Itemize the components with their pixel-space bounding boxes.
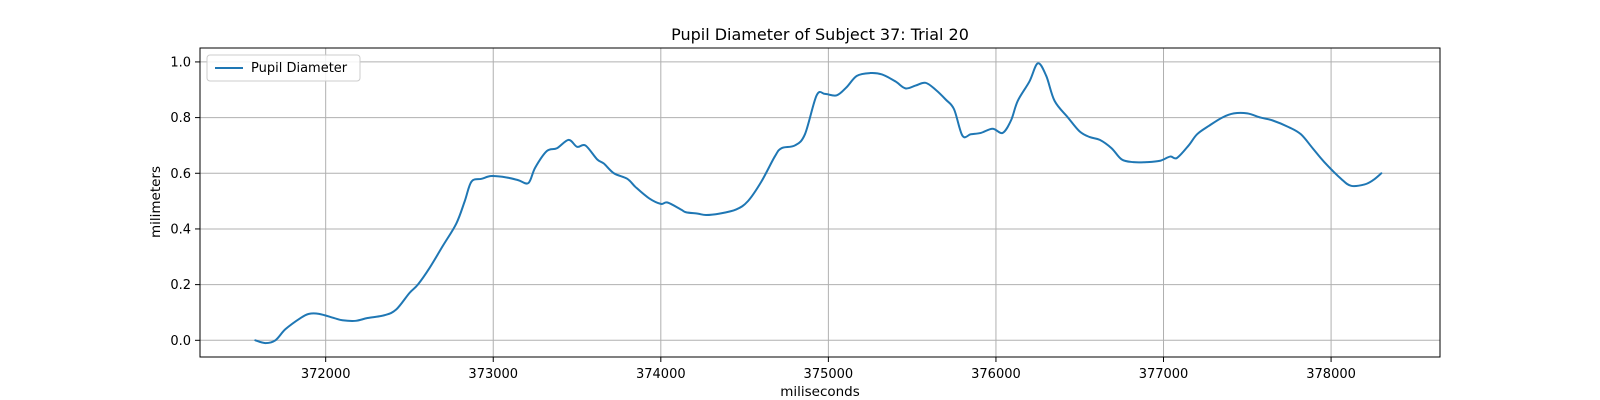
x-tick-label: 374000: [636, 367, 686, 382]
legend: Pupil Diameter: [206, 54, 361, 82]
legend-box: [206, 54, 361, 82]
y-tick-label: 0.6: [170, 167, 191, 182]
y-axis-label: milimeters: [148, 166, 164, 238]
y-tick-label: 0.0: [170, 334, 191, 349]
series-layer: [254, 62, 1383, 345]
series-line-pupil-diameter: [254, 62, 1383, 345]
x-tick-label: 378000: [1306, 367, 1356, 382]
x-tick-label: 375000: [804, 367, 854, 382]
plot-frame: [199, 47, 1441, 358]
x-tick-label: 377000: [1139, 367, 1189, 382]
x-axis-label: miliseconds: [780, 384, 860, 400]
legend-label: Pupil Diameter: [251, 61, 348, 76]
chart-title: Pupil Diameter of Subject 37: Trial 20: [671, 25, 969, 44]
y-tick-label: 0.2: [170, 278, 191, 293]
x-tick-label: 373000: [468, 367, 518, 382]
grid: [200, 48, 1440, 357]
ticks: 372000 373000 374000 375000 376000 377000 3780…: [170, 55, 1356, 382]
x-tick-label: 372000: [301, 367, 351, 382]
x-tick-label: 376000: [971, 367, 1021, 382]
y-tick-label: 0.4: [170, 222, 191, 237]
y-tick-label: 0.8: [170, 111, 191, 126]
y-tick-label: 1.0: [170, 55, 191, 70]
